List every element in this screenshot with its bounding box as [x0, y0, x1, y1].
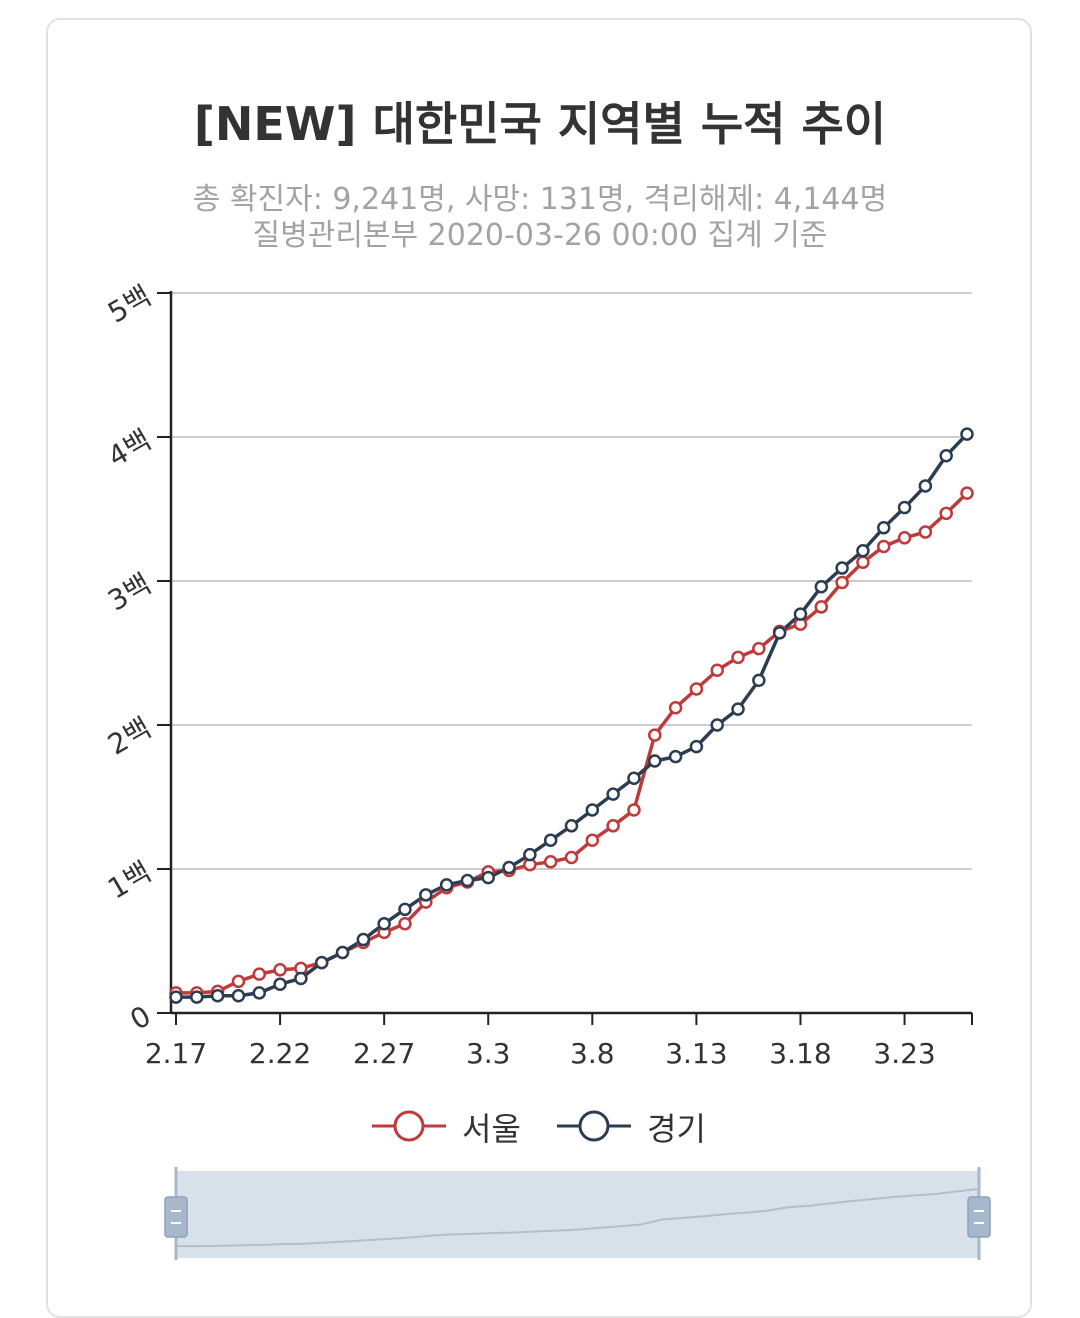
- x-tick-label: 2.17: [145, 1037, 207, 1070]
- data-point-gyeonggi: [772, 626, 787, 640]
- legend-label-seoul: 서울: [462, 1110, 521, 1148]
- chart-card: [46, 18, 1032, 1318]
- x-tick-label: 3.8: [570, 1037, 615, 1070]
- line-chart: 0 1백 2백 3백 4백 5백 2.17 2.22 2.27 3.3 3.8 3.13 3.18 3.2…: [102, 279, 991, 1260]
- navigator-window: [176, 1171, 979, 1258]
- data-point-seoul: [627, 803, 641, 817]
- y-tick-label: 1백: [102, 855, 156, 905]
- data-point-seoul: [543, 855, 558, 869]
- navigator-series: [176, 1188, 980, 1248]
- data-point-seoul: [876, 539, 891, 554]
- data-point-gyeonggi: [918, 479, 933, 493]
- data-point-seoul: [585, 833, 600, 847]
- chart-subtitle-totals: 총 확진자: 9,241명, 사망: 131명, 격리해제: 4,144명: [192, 182, 888, 217]
- data-point-gyeonggi: [710, 718, 724, 732]
- data-point-seoul: [648, 728, 662, 742]
- data-point-seoul: [606, 819, 620, 833]
- chart-subtitle-source: 질병관리본부 2020-03-26 00:00 집계 기준: [252, 218, 828, 253]
- x-tick-label: 2.22: [249, 1037, 311, 1070]
- y-tick-label: 4백: [102, 423, 156, 473]
- data-point-gyeonggi: [314, 955, 329, 970]
- navigator-handle-left[interactable]: [164, 1196, 188, 1238]
- data-point-gyeonggi: [689, 739, 704, 754]
- data-point-seoul: [398, 916, 412, 931]
- data-point-gyeonggi: [897, 500, 912, 515]
- data-point-seoul: [835, 575, 849, 590]
- data-point-gyeonggi: [523, 847, 537, 862]
- data-point-gyeonggi: [481, 870, 495, 885]
- data-point-gyeonggi: [273, 977, 287, 991]
- data-point-gyeonggi: [606, 787, 620, 801]
- x-tick-label: 2.27: [353, 1037, 415, 1070]
- data-point-seoul: [814, 600, 829, 614]
- data-point-seoul: [918, 525, 933, 539]
- data-point-gyeonggi: [190, 990, 204, 1004]
- data-point-gyeonggi: [169, 990, 183, 1004]
- data-point-seoul: [689, 682, 704, 696]
- data-point-seoul: [731, 650, 745, 665]
- x-tick-label: 3.23: [873, 1037, 935, 1070]
- data-point-gyeonggi: [335, 945, 350, 960]
- y-tick-label: 5백: [102, 279, 156, 329]
- data-point-gyeonggi: [460, 873, 475, 888]
- data-point-seoul: [668, 700, 683, 715]
- data-point-seoul: [752, 641, 766, 656]
- data-point-gyeonggi: [668, 749, 683, 764]
- data-point-gyeonggi: [377, 916, 391, 931]
- data-point-gyeonggi: [752, 673, 766, 688]
- data-point-gyeonggi: [252, 986, 267, 1000]
- data-point-seoul: [252, 967, 267, 981]
- data-point-gyeonggi: [793, 607, 808, 621]
- data-point-gyeonggi: [856, 544, 870, 558]
- data-point-gyeonggi: [835, 561, 849, 575]
- data-point-gyeonggi: [564, 819, 579, 833]
- x-tick-label: 3.18: [769, 1037, 831, 1070]
- series-line-gyeonggi: [176, 432, 969, 999]
- data-point-gyeonggi: [648, 754, 662, 768]
- data-point-gyeonggi: [210, 988, 225, 1003]
- data-point-gyeonggi: [398, 902, 412, 917]
- data-point-gyeonggi: [876, 520, 891, 535]
- data-point-seoul: [939, 506, 953, 521]
- data-point-gyeonggi: [814, 580, 829, 594]
- data-point-gyeonggi: [939, 448, 953, 463]
- y-tick-label: 3백: [102, 567, 156, 617]
- x-tick-label: 3.3: [466, 1037, 511, 1070]
- data-point-gyeonggi: [294, 971, 308, 986]
- data-point-gyeonggi: [731, 702, 745, 716]
- data-point-seoul: [273, 963, 287, 977]
- chart-title: [NEW] 대한민국 지역별 누적 추이: [193, 97, 887, 151]
- data-point-seoul: [897, 531, 912, 545]
- x-tick-label: 3.13: [665, 1037, 727, 1070]
- data-point-gyeonggi: [231, 988, 246, 1003]
- data-point-seoul: [710, 663, 724, 678]
- legend: 서울 경기: [0, 1102, 1080, 1152]
- data-point-gyeonggi: [356, 932, 371, 947]
- data-point-gyeonggi: [960, 427, 974, 441]
- data-point-seoul: [960, 486, 974, 500]
- data-point-gyeonggi: [627, 771, 641, 786]
- navigator-handle-right[interactable]: [967, 1196, 991, 1238]
- data-point-seoul: [856, 555, 870, 570]
- data-point-gyeonggi: [439, 878, 454, 892]
- data-point-gyeonggi: [502, 860, 516, 875]
- data-point-seoul: [231, 974, 246, 989]
- data-point-seoul: [564, 850, 579, 865]
- data-point-gyeonggi: [585, 803, 600, 817]
- y-tick-label: 2백: [102, 711, 156, 761]
- y-tick-label: 0: [125, 999, 157, 1036]
- data-point-gyeonggi: [543, 833, 558, 847]
- data-point-gyeonggi: [419, 888, 433, 902]
- legend-label-gyeonggi: 경기: [647, 1110, 706, 1148]
